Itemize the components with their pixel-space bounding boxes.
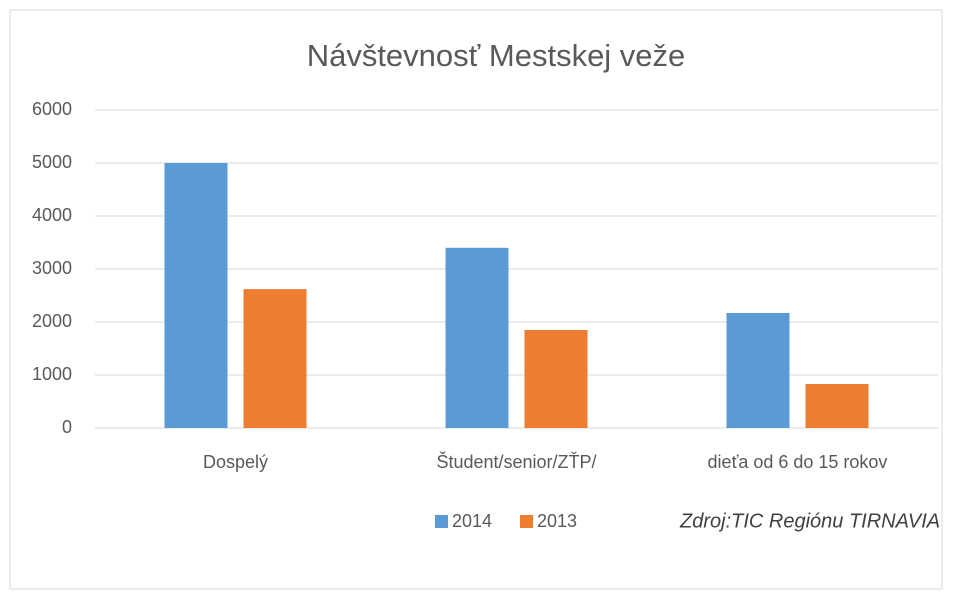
y-tick-label: 4000	[32, 205, 72, 225]
y-tick-label: 6000	[32, 99, 72, 119]
legend-swatch	[435, 515, 448, 528]
y-tick-label: 2000	[32, 311, 72, 331]
bar	[445, 247, 509, 428]
y-tick-label: 0	[62, 417, 72, 437]
legend-label: 2014	[452, 511, 492, 531]
legend-label: 2013	[537, 511, 577, 531]
legend-swatch	[520, 515, 533, 528]
y-tick-label: 5000	[32, 152, 72, 172]
x-tick-label: Študent/senior/ZŤP/	[436, 451, 596, 472]
chart-title: Návštevnosť Mestskej veže	[307, 38, 686, 73]
x-tick-label: dieťa od 6 do 15 rokov	[708, 452, 888, 472]
x-tick-label: Dospelý	[203, 452, 268, 472]
y-tick-label: 1000	[32, 364, 72, 384]
bar	[524, 329, 588, 428]
bar	[805, 384, 869, 428]
bar	[726, 312, 790, 428]
bar	[164, 163, 228, 428]
bar	[243, 289, 307, 428]
annotation: Zdroj:TIC Regiónu TIRNAVIA	[679, 510, 940, 532]
y-tick-label: 3000	[32, 258, 72, 278]
